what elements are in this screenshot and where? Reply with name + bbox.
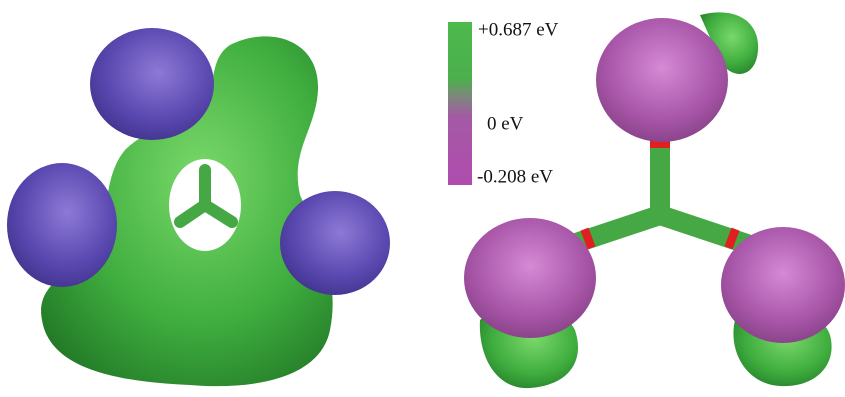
purple-lobe (280, 191, 390, 295)
colorbar: +0.687 eV 0 eV -0.208 eV (448, 19, 559, 187)
purple-lobe (90, 28, 214, 140)
magenta-lobe (596, 18, 728, 142)
colorbar-label: -0.208 eV (477, 166, 553, 187)
magenta-lobe (464, 218, 596, 338)
colorbar-label: +0.687 eV (478, 19, 559, 40)
colorbar-label: 0 eV (487, 113, 524, 134)
left-render (7, 28, 390, 386)
figure: +0.687 eV 0 eV -0.208 eV (0, 0, 845, 397)
colorbar-gradient (448, 22, 472, 185)
right-render (464, 12, 845, 388)
page: +0.687 eV 0 eV -0.208 eV (() => { const … (0, 0, 845, 397)
magenta-lobe (721, 227, 845, 343)
purple-lobe (7, 163, 117, 287)
